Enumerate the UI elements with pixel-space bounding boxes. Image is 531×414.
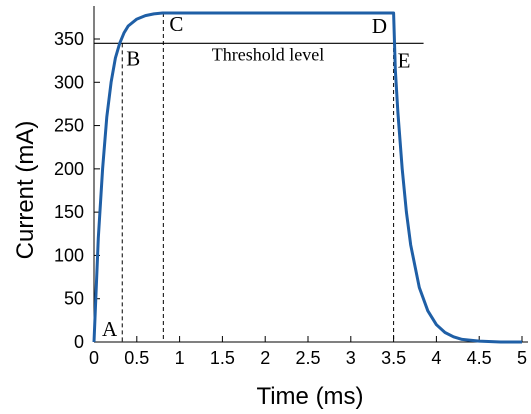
plot-area: 0 0.5 1 1.5 2 2.5 3 3.5 4 4.5 50501001502002503003… <box>54 6 528 368</box>
point-label-b: B <box>126 46 140 70</box>
x-tick-label: 4 <box>431 348 441 368</box>
x-tick-label: 4.5 <box>467 348 492 368</box>
x-tick-label: 0.5 <box>124 348 149 368</box>
x-tick-label: 2 <box>260 348 270 368</box>
x-tick-label: 2.5 <box>295 348 320 368</box>
point-label-a: A <box>102 317 118 341</box>
y-tick-label: 100 <box>54 245 84 265</box>
y-tick-label: 250 <box>54 116 84 136</box>
point-label-e: E <box>398 48 411 72</box>
y-tick-label: 50 <box>64 289 84 309</box>
x-tick-label: 1 <box>175 348 185 368</box>
point-label-d: D <box>372 14 387 38</box>
x-tick-label: 3.5 <box>381 348 406 368</box>
y-tick-label: 150 <box>54 202 84 222</box>
x-tick-label: 5 <box>517 348 527 368</box>
point-label-c: C <box>169 12 183 36</box>
x-tick-label: 0 <box>89 348 99 368</box>
y-tick-label: 200 <box>54 159 84 179</box>
current-curve <box>92 11 522 344</box>
x-tick-label: 1.5 <box>210 348 235 368</box>
y-tick-label: 0 <box>74 332 84 352</box>
y-tick-label: 350 <box>54 29 84 49</box>
x-axis-title: Time (ms) <box>256 383 363 410</box>
x-tick-label: 3 <box>346 348 356 368</box>
y-axis-title: Current (mA) <box>12 121 39 260</box>
threshold-label: Threshold level <box>212 44 324 64</box>
y-tick-label: 300 <box>54 72 84 92</box>
